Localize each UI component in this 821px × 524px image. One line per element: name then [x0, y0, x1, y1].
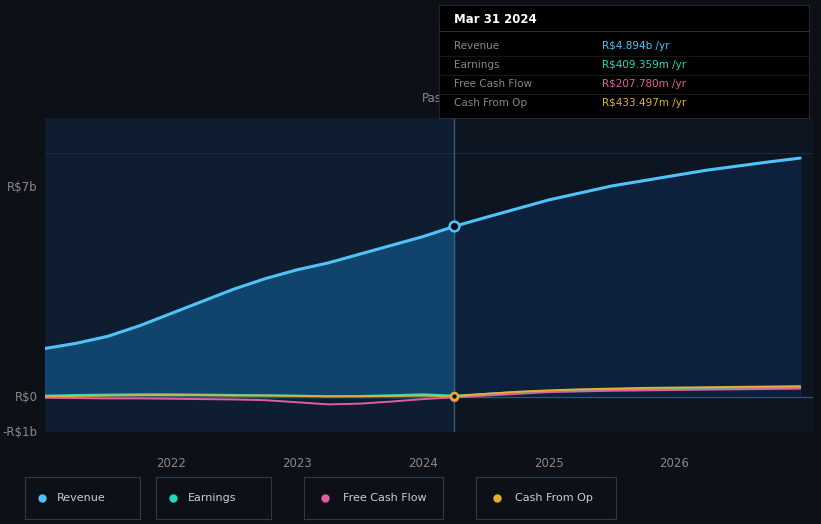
Text: Free Cash Flow: Free Cash Flow: [343, 493, 426, 503]
Text: Earnings: Earnings: [188, 493, 236, 503]
Text: Cash From Op: Cash From Op: [454, 99, 527, 108]
Text: 2025: 2025: [534, 457, 563, 471]
Text: Past: Past: [422, 92, 447, 105]
Bar: [45, 118, 454, 432]
Text: R$409.359m /yr: R$409.359m /yr: [602, 60, 686, 70]
Text: 2024: 2024: [408, 457, 438, 471]
Text: R$207.780m /yr: R$207.780m /yr: [602, 79, 686, 89]
Bar: [454, 118, 813, 432]
Text: -R$1b: -R$1b: [2, 426, 38, 439]
Text: 2022: 2022: [156, 457, 186, 471]
Text: Analysts Forecasts: Analysts Forecasts: [462, 92, 571, 105]
Text: R$433.497m /yr: R$433.497m /yr: [602, 99, 686, 108]
Text: Free Cash Flow: Free Cash Flow: [454, 79, 532, 89]
Text: Earnings: Earnings: [454, 60, 499, 70]
Text: 2026: 2026: [659, 457, 690, 471]
Text: R$0: R$0: [15, 391, 38, 404]
Text: Cash From Op: Cash From Op: [516, 493, 593, 503]
Text: R$7b: R$7b: [7, 181, 38, 194]
Text: Revenue: Revenue: [57, 493, 106, 503]
Text: Mar 31 2024: Mar 31 2024: [454, 14, 537, 26]
Text: 2023: 2023: [282, 457, 312, 471]
Text: Revenue: Revenue: [454, 41, 499, 51]
Text: R$4.894b /yr: R$4.894b /yr: [602, 41, 669, 51]
